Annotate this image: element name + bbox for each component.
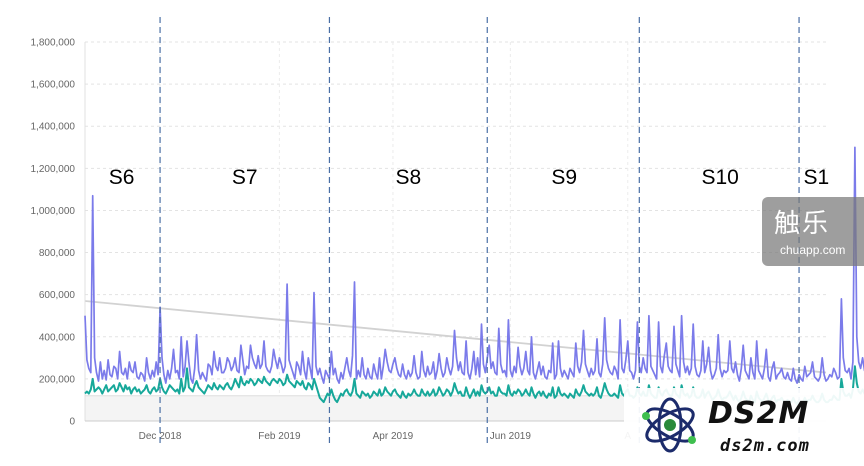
ds2m-watermark: DS2M ds2m.com [624,388,864,466]
chuapp-watermark: 触乐 chuapp.com [762,197,864,266]
season-labels: S6 S7 S8 S9 S10 S1 [109,166,829,189]
series-line-1 [84,146,864,384]
y-tick-label: 200,000 [39,374,76,385]
season-label: S6 [109,166,135,189]
season-label: S9 [551,166,577,189]
y-tick-label: 1,600,000 [31,80,76,91]
y-tick-label: 1,200,000 [31,164,76,175]
ds2m-watermark-brand: DS2M [708,396,810,431]
y-tick-label: 800,000 [39,248,76,259]
season-label: S7 [232,166,258,189]
chuapp-watermark-title: 触乐 [774,209,831,239]
y-axis: 0 200,000 400,000 600,000 800,000 1,000,000 1,… [31,38,86,428]
season-label: S8 [396,166,422,189]
y-tick-label: 400,000 [39,332,76,343]
x-tick-label: Jun 2019 [490,431,532,442]
y-tick-label: 1,000,000 [31,206,76,217]
season-label: S1 [804,166,830,189]
y-tick-label: 1,400,000 [31,122,76,133]
chuapp-watermark-url: chuapp.com [780,243,846,257]
x-tick-label: Feb 2019 [258,431,301,442]
y-tick-label: 1,800,000 [31,38,76,49]
x-tick-label: Apr 2019 [373,431,414,442]
season-label: S10 [701,166,738,189]
y-tick-label: 600,000 [39,290,76,301]
atom-logo-icon [642,397,696,453]
series-line-2 [84,365,864,406]
ds2m-watermark-url: ds2m.com [720,436,810,456]
x-tick-label: Dec 2018 [139,431,182,442]
y-tick-label: 0 [69,417,75,428]
chart-grid [85,41,826,421]
series-lines [84,146,864,406]
